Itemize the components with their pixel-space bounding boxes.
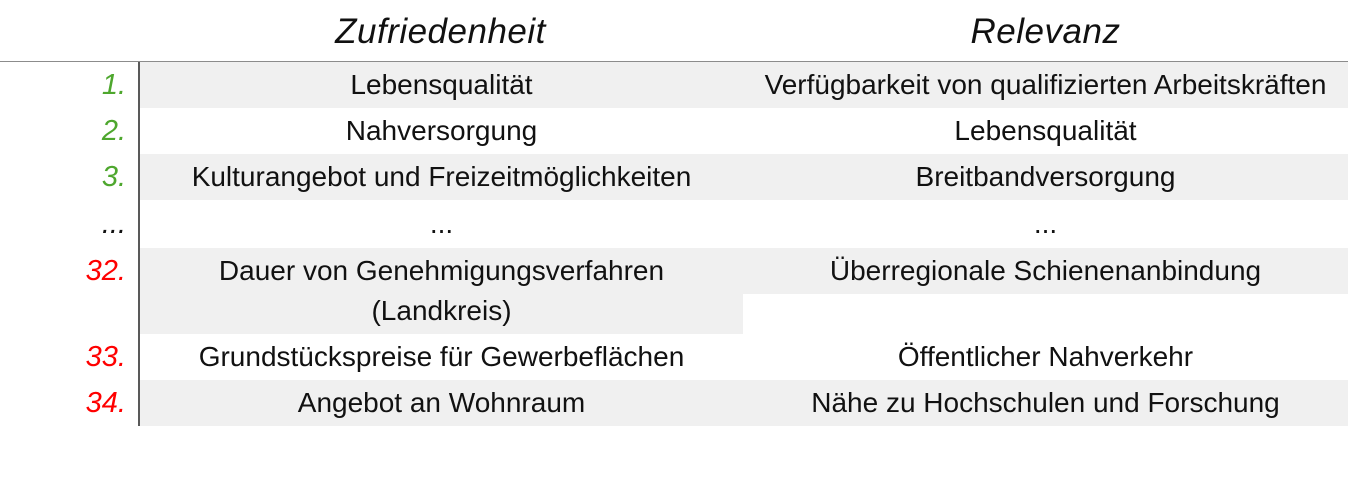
table-row-rank33: 33. Grundstückspreise für Gewerbeflächen… [0,334,1348,380]
zufriedenheit-cell: Lebensqualität [138,62,743,108]
relevanz-cell: Breitbandversorgung [743,154,1348,200]
relevanz-cell: Überregionale Schienenanbindung [743,248,1348,294]
rank-cell: ... [0,200,138,248]
relevanz-cell: Nähe zu Hochschulen und Forschung [743,380,1348,426]
rank-cell: 1. [0,62,138,108]
rank-cell: 2. [0,108,138,154]
rank-column-spacer [0,8,138,61]
table-row-rank3: 3. Kulturangebot und Freizeitmöglichkeit… [0,154,1348,200]
rank-cell: 33. [0,334,138,380]
column-header-zufriedenheit: Zufriedenheit [335,12,546,51]
rank-cell: 34. [0,380,138,426]
relevanz-cell: Lebensqualität [954,115,1137,146]
relevanz-cell: Verfügbarkeit von qualifizierten Arbeits… [743,62,1348,108]
table-header: Zufriedenheit Relevanz [0,0,1348,61]
table-row-rank32: 32. Dauer von Genehmigungsverfahren (Lan… [0,248,1348,334]
table-row-ellipsis: ... ... ... [0,200,1348,248]
column-header-relevanz: Relevanz [970,12,1121,51]
rank-cell: 32. [0,248,138,294]
zufriedenheit-cell: Kulturangebot und Freizeitmöglichkeiten [138,154,743,200]
relevanz-cell: ... [1033,208,1058,239]
table-row-rank2: 2. Nahversorgung Lebensqualität [0,108,1348,154]
rank-cell: 3. [0,154,138,200]
zufriedenheit-cell: Dauer von Genehmigungsverfahren (Landkre… [138,248,743,334]
table-row-rank34: 34. Angebot an Wohnraum Nähe zu Hochschu… [0,380,1348,426]
ranking-table: Zufriedenheit Relevanz 1. Lebensqualität… [0,0,1348,426]
zufriedenheit-cell: Nahversorgung [138,108,743,154]
table-row-rank1: 1. Lebensqualität Verfügbarkeit von qual… [0,62,1348,108]
relevanz-cell: Öffentlicher Nahverkehr [897,341,1194,372]
zufriedenheit-cell: Grundstückspreise für Gewerbeflächen [138,334,743,380]
zufriedenheit-cell: ... [138,200,743,248]
zufriedenheit-cell: Angebot an Wohnraum [138,380,743,426]
header-divider [0,61,1348,62]
